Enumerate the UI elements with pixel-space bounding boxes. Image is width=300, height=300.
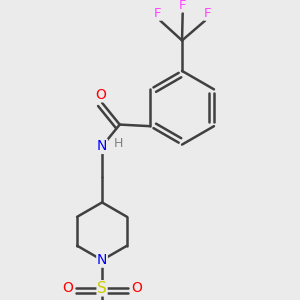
Text: O: O — [95, 88, 106, 102]
Text: S: S — [97, 281, 107, 296]
Text: O: O — [131, 281, 142, 295]
Text: F: F — [204, 7, 212, 20]
Text: F: F — [179, 0, 186, 12]
Text: N: N — [97, 140, 107, 153]
Text: H: H — [114, 137, 124, 150]
Text: N: N — [97, 253, 107, 267]
Text: F: F — [154, 7, 161, 20]
Text: O: O — [62, 281, 73, 295]
